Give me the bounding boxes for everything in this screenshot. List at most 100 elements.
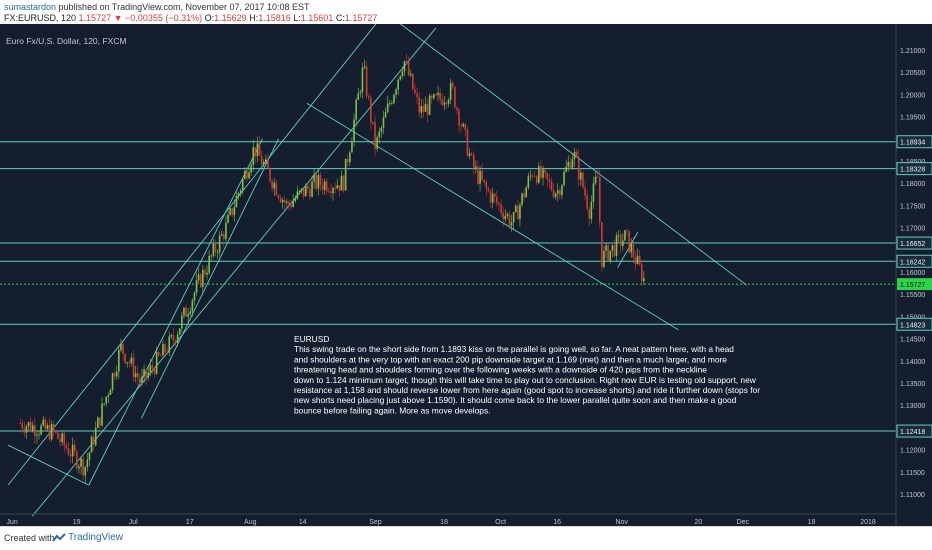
candle-body xyxy=(569,161,572,169)
candle-body xyxy=(189,311,192,314)
candle-body xyxy=(533,176,536,177)
candle-body xyxy=(540,166,542,178)
candle-body xyxy=(315,174,318,189)
candle-body xyxy=(441,98,444,105)
candle-body xyxy=(143,369,145,377)
candle-body xyxy=(535,176,538,183)
candle-body xyxy=(55,431,57,433)
candle-body xyxy=(269,168,271,181)
y-tick-label: 1.15500 xyxy=(900,292,925,299)
candle-body xyxy=(386,103,389,113)
ohlc-high-label: H: xyxy=(249,13,259,23)
candle-body xyxy=(84,466,87,476)
y-tick-label: 1.12000 xyxy=(900,448,925,455)
x-tick-label: 19 xyxy=(73,519,81,526)
down-arrow-icon: ▼ xyxy=(113,13,123,23)
footer-bar: Created with TradingView xyxy=(0,526,932,550)
level-tag xyxy=(896,424,932,438)
candle-body xyxy=(283,200,286,203)
ohlc-low-value: 1.15601 xyxy=(300,13,334,23)
candle-body xyxy=(197,274,200,281)
candle-body xyxy=(365,66,368,97)
y-tick-label: 1.20000 xyxy=(900,92,925,99)
level-tag xyxy=(896,162,932,176)
candle-body xyxy=(344,158,347,191)
candle-body xyxy=(567,161,570,167)
candle-body xyxy=(59,438,61,442)
candle-body xyxy=(246,171,248,179)
candle-body xyxy=(319,175,322,185)
candle-body xyxy=(227,214,229,223)
price-chart[interactable]: 1.210001.205001.200001.195001.185001.180… xyxy=(0,14,932,526)
candle-body xyxy=(298,190,301,192)
candle-body xyxy=(237,193,240,196)
candle-body xyxy=(141,376,143,383)
y-tick-label: 1.11000 xyxy=(900,492,925,499)
candle-body xyxy=(346,158,349,163)
candle-body xyxy=(508,213,511,226)
candle-body xyxy=(208,255,210,273)
candle-body xyxy=(586,195,588,209)
y-tick-label: 1.20500 xyxy=(900,70,925,77)
candle-body xyxy=(517,205,519,220)
candle-body xyxy=(99,417,101,426)
candle-body xyxy=(622,240,624,247)
candle-body xyxy=(254,147,257,157)
candle-body xyxy=(353,119,355,141)
candle-body xyxy=(577,156,580,180)
candle-body xyxy=(626,230,628,232)
trendline xyxy=(617,231,639,268)
candle-body xyxy=(460,125,462,127)
candle-body xyxy=(380,127,383,132)
x-tick-label: 2018 xyxy=(860,519,876,526)
y-tick-label: 1.17500 xyxy=(900,203,925,210)
level-tag xyxy=(896,254,932,268)
candle-body xyxy=(466,129,469,156)
candle-body xyxy=(290,204,292,207)
candle-body xyxy=(384,112,387,118)
y-tick-label: 1.18000 xyxy=(900,181,925,188)
candle-body xyxy=(57,432,59,439)
author-link[interactable]: sumastardon xyxy=(4,2,57,12)
tradingview-brand[interactable]: TradingView xyxy=(68,532,124,543)
candle-body xyxy=(80,458,82,467)
candle-body xyxy=(328,191,330,193)
candle-body xyxy=(552,189,555,197)
candle-body xyxy=(94,427,97,445)
candle-body xyxy=(544,169,546,173)
candle-body xyxy=(611,244,614,251)
chart-header: sumastardon published on TradingView.com… xyxy=(0,0,932,24)
candle-body xyxy=(63,433,66,445)
candle-body xyxy=(260,155,263,165)
candle-body xyxy=(65,444,68,449)
candle-body xyxy=(90,437,93,453)
x-tick-label: Sep xyxy=(369,519,382,526)
symbol-info: FX:EURUSD, 120 1.15727 ▼ −0.00355 (−0.31… xyxy=(4,13,377,23)
candle-body xyxy=(374,122,376,149)
candle-body xyxy=(195,280,198,293)
candle-body xyxy=(527,176,530,188)
candle-body xyxy=(367,96,370,98)
candle-body xyxy=(632,244,635,258)
candle-body xyxy=(496,196,498,204)
candle-body xyxy=(636,255,639,265)
candle-body xyxy=(475,166,477,168)
annotation-title: EURUSD xyxy=(294,334,329,344)
candle-body xyxy=(349,152,351,163)
candle-body xyxy=(76,451,78,469)
candle-body xyxy=(590,201,593,219)
candle-body xyxy=(529,175,532,177)
candle-body xyxy=(166,352,168,354)
candle-body xyxy=(191,300,194,312)
chart-panel[interactable]: 1.210001.205001.200001.195001.185001.180… xyxy=(0,14,932,526)
trendline xyxy=(306,102,679,331)
candle-body xyxy=(485,182,488,189)
candle-body xyxy=(598,177,601,223)
annotation-line: resistance at 1,158 and should reverse l… xyxy=(294,385,760,395)
annotation-line: and shoulders at the very top with an ex… xyxy=(294,354,727,364)
candle-body xyxy=(395,89,397,95)
candle-body xyxy=(105,396,108,404)
annotation-line: This swing trade on the short side from … xyxy=(294,344,734,354)
candle-body xyxy=(357,93,360,100)
tradingview-logo-icon xyxy=(52,533,66,542)
